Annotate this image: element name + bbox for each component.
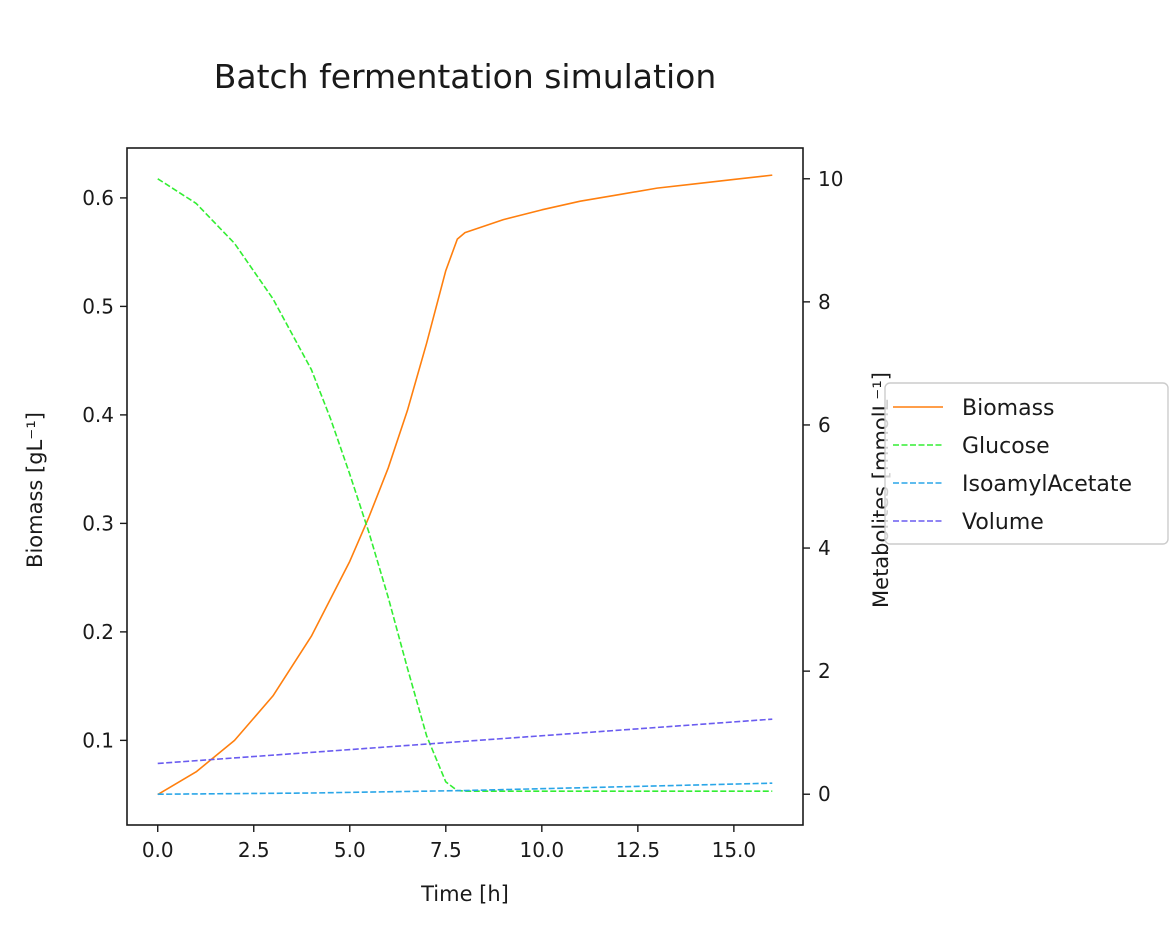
legend-label-biomass: Biomass <box>962 396 1055 421</box>
x-tick-label: 0.0 <box>142 838 174 862</box>
y-right-tick-label: 6 <box>818 413 831 437</box>
x-axis: 0.0 2.5 5.0 7.5 10.0 12.5 15.0 <box>142 825 756 862</box>
plot-frame <box>126 147 804 826</box>
x-tick-label: 12.5 <box>616 838 661 862</box>
y-left-tick-label: 0.4 <box>82 403 114 427</box>
y-axis-left: 0.1 0.2 0.3 0.4 0.5 0.6 <box>82 186 127 752</box>
x-tick-label: 5.0 <box>334 838 366 862</box>
y-axis-right: 0 2 4 6 8 10 <box>803 167 843 806</box>
y-left-tick-label: 0.1 <box>82 728 114 752</box>
y-right-tick-label: 8 <box>818 290 831 314</box>
series-line-biomass <box>157 174 773 796</box>
legend-items: Biomass Glucose IsoamylAcetate Volume <box>893 396 1132 535</box>
x-axis-label: Time [h] <box>420 882 509 906</box>
y-right-tick-label: 2 <box>818 659 831 683</box>
y-left-tick-label: 0.2 <box>82 620 114 644</box>
series-line-isoamylacetate <box>157 782 773 796</box>
y-right-tick-label: 10 <box>818 167 843 191</box>
legend-label-volume: Volume <box>962 510 1044 535</box>
y-left-tick-label: 0.3 <box>82 511 114 535</box>
legend-label-isoamylacetate: IsoamylAcetate <box>962 472 1132 497</box>
legend-box <box>884 382 1169 545</box>
series-layer <box>157 174 773 796</box>
legend: Biomass Glucose IsoamylAcetate Volume <box>884 382 1169 545</box>
series-line-glucose <box>157 178 773 792</box>
y-left-tick-label: 0.6 <box>82 186 114 210</box>
x-tick-label: 10.0 <box>520 838 565 862</box>
series-line-volume <box>157 718 773 765</box>
y-right-tick-label: 4 <box>818 536 831 560</box>
x-tick-label: 15.0 <box>712 838 757 862</box>
chart-title: Batch fermentation simulation <box>214 57 717 96</box>
y-axis-label-left: Biomass [gL⁻¹] <box>23 412 47 568</box>
x-tick-label: 2.5 <box>238 838 270 862</box>
y-left-tick-label: 0.5 <box>82 294 114 318</box>
y-right-tick-label: 0 <box>818 782 831 806</box>
legend-label-glucose: Glucose <box>962 434 1050 459</box>
x-tick-label: 7.5 <box>430 838 462 862</box>
